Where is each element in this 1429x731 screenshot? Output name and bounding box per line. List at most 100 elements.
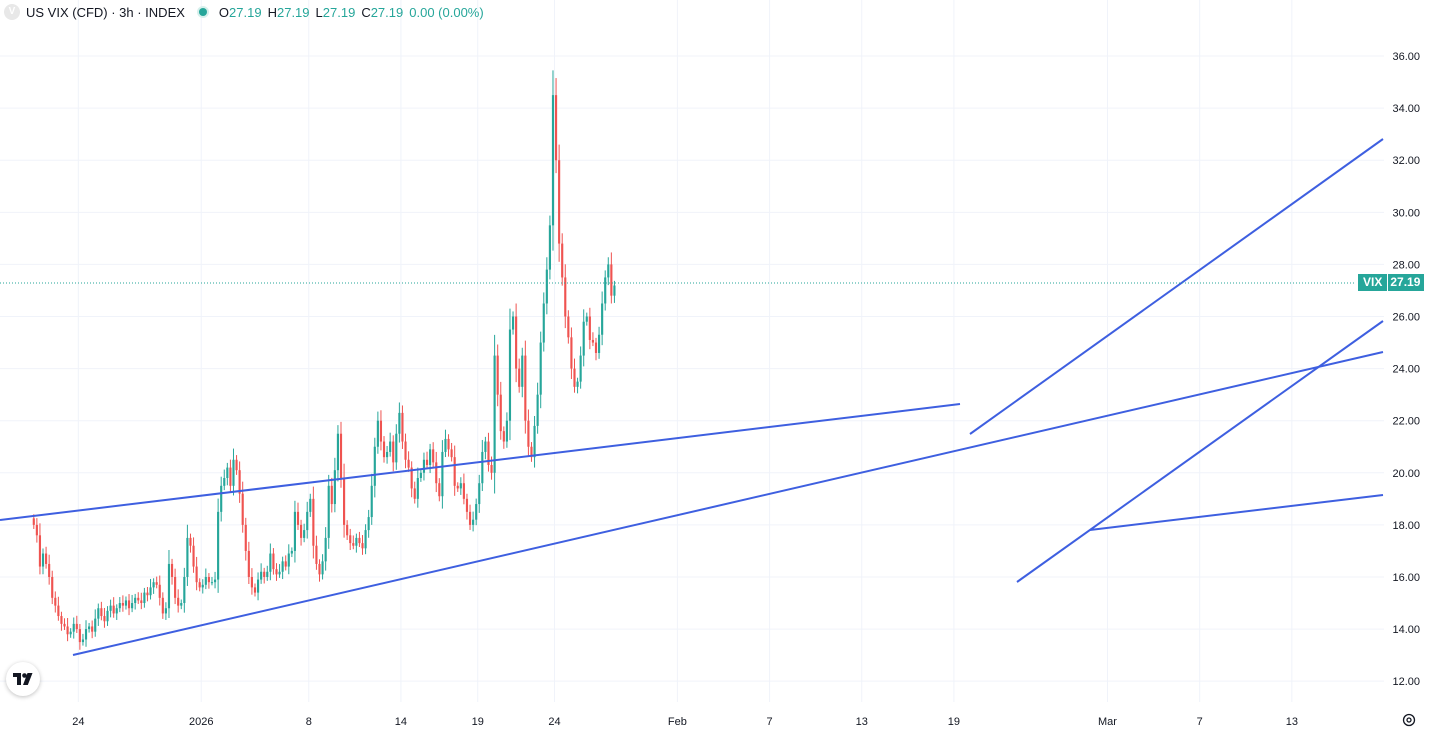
candle-up — [201, 584, 204, 588]
last-price-badge: VIX 27.19 — [1358, 274, 1425, 291]
candle-up — [210, 582, 214, 584]
candle-down — [146, 592, 149, 596]
candle-up — [484, 441, 487, 452]
candle-up — [508, 329, 512, 421]
middle-channel-line[interactable] — [1089, 494, 1384, 531]
market-status-dot[interactable] — [198, 8, 207, 16]
candle-up — [444, 438, 447, 452]
candle-up — [223, 478, 226, 486]
y-tick-label: 18.00 — [1392, 520, 1420, 532]
candle-down — [250, 576, 253, 588]
y-tick-label: 14.00 — [1392, 624, 1420, 636]
candle-up — [475, 504, 478, 520]
candle-up — [373, 446, 376, 486]
candle-up — [143, 592, 146, 604]
candle-down — [558, 160, 561, 244]
candle-down — [155, 582, 158, 585]
rising-channel-lower-line[interactable] — [1016, 320, 1384, 583]
candle-down — [425, 459, 429, 465]
candle-up — [355, 537, 358, 546]
high-label: H — [267, 4, 277, 20]
badge-value: 27.19 — [1387, 274, 1425, 291]
grid-lines — [0, 0, 1384, 702]
candle-down — [564, 277, 567, 317]
candle-down — [244, 524, 247, 551]
gear-icon[interactable] — [1401, 712, 1417, 728]
candle-down — [48, 563, 51, 577]
candle-down — [189, 537, 192, 546]
candle-up — [81, 639, 85, 643]
candle-up — [398, 412, 401, 434]
candle-up — [269, 553, 272, 572]
candle-up — [582, 321, 585, 356]
candle-up — [416, 478, 419, 499]
upper-channel-line[interactable] — [0, 403, 961, 521]
y-tick-label: 12.00 — [1392, 676, 1420, 688]
candle-down — [453, 457, 456, 486]
price-axis[interactable]: 12.00 14.00 16.00 18.00 20.00 22.00 24.00 26.00… — [1392, 51, 1420, 688]
candle-up — [256, 579, 260, 593]
candle-down — [140, 600, 143, 604]
y-tick-label: 34.00 — [1392, 103, 1420, 115]
candles — [32, 70, 616, 650]
candle-down — [32, 518, 35, 525]
candle-up — [303, 530, 306, 538]
candle-up — [164, 608, 167, 614]
candle-down — [407, 459, 410, 468]
candle-up — [72, 623, 75, 632]
candle-down — [561, 243, 564, 278]
candle-down — [465, 498, 469, 512]
candle-up — [429, 449, 432, 465]
candle-up — [604, 277, 607, 304]
candle-up — [88, 626, 91, 630]
lower-channel-line[interactable] — [72, 351, 1384, 656]
x-tick-label: Mar — [1098, 716, 1117, 728]
candle-down — [343, 478, 346, 525]
candle-up — [539, 342, 542, 395]
candle-down — [263, 571, 266, 577]
change-value: 0.00 (0.00%) — [409, 4, 484, 20]
candle-up — [376, 420, 379, 447]
candle-up — [266, 571, 269, 577]
candle-down — [35, 524, 38, 536]
candle-down — [515, 316, 518, 369]
candle-up — [585, 316, 588, 322]
rising-channel-upper-line[interactable] — [969, 138, 1384, 435]
candle-down — [312, 498, 315, 546]
candle-up — [551, 95, 555, 226]
candle-down — [253, 587, 257, 593]
candle-up — [478, 483, 481, 505]
candle-down — [121, 603, 124, 606]
candle-up — [41, 553, 45, 567]
x-tick-label: 7 — [1197, 716, 1203, 728]
trendlines[interactable] — [0, 138, 1384, 656]
y-tick-label: 20.00 — [1392, 468, 1420, 480]
candle-down — [241, 493, 244, 525]
time-axis[interactable]: 24 2026 8 14 19 24 Feb 7 13 19 Mar 7 13 — [72, 716, 1298, 728]
candle-down — [591, 339, 594, 343]
candle-up — [118, 603, 121, 609]
y-tick-label: 22.00 — [1392, 416, 1420, 428]
symbol-title[interactable]: US VIX (CFD) · 3h · INDEX — [26, 4, 185, 20]
candle-up — [459, 483, 462, 489]
candle-down — [195, 566, 198, 583]
candle-up — [213, 579, 217, 583]
symbol-legend: V US VIX (CFD) · 3h · INDEX O 27.19 H 27… — [4, 3, 490, 21]
candle-up — [336, 433, 340, 471]
candle-up — [370, 485, 373, 518]
x-tick-label: 19 — [472, 716, 484, 728]
candle-down — [63, 623, 66, 627]
tradingview-logo-icon[interactable] — [6, 662, 40, 696]
candle-down — [238, 470, 241, 494]
candle-down — [487, 441, 490, 465]
candle-down — [468, 511, 472, 525]
candle-down — [435, 462, 438, 484]
candle-down — [349, 535, 352, 544]
candle-up — [186, 537, 189, 577]
candle-up — [324, 537, 327, 562]
candle-down — [78, 629, 81, 643]
y-tick-label: 30.00 — [1392, 207, 1420, 219]
candle-up — [287, 553, 290, 567]
y-tick-label: 26.00 — [1392, 312, 1420, 324]
